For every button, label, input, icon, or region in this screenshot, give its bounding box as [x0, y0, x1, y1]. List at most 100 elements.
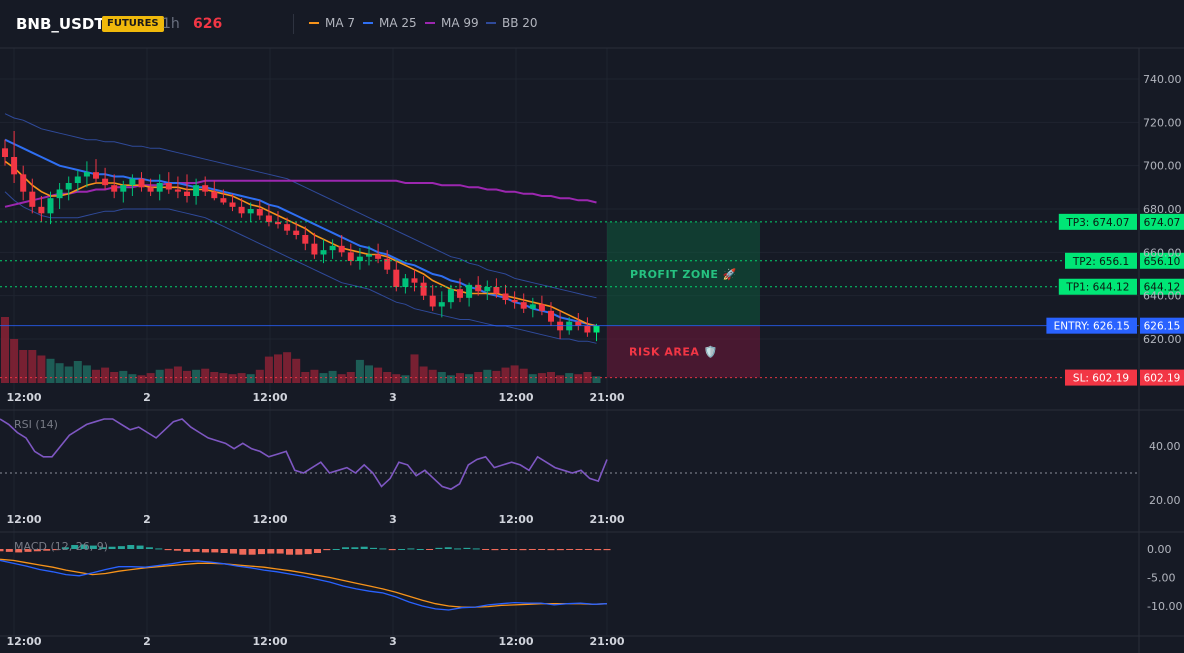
- rsi-time-label: 12:00: [252, 513, 287, 526]
- macd-histogram-bar: [33, 549, 41, 552]
- legend-bb20-label: BB 20: [502, 16, 538, 30]
- volume-bar: [46, 358, 55, 383]
- macd-histogram-bar: [332, 549, 340, 550]
- legend-ma25[interactable]: MA 25: [363, 16, 417, 30]
- macd-histogram-bar: [285, 549, 293, 555]
- candle-body: [284, 224, 291, 231]
- ma25-swatch: [363, 22, 373, 24]
- price-tick-label: 620.00: [1143, 333, 1182, 346]
- volume-bar: [228, 374, 237, 383]
- legend-ma7[interactable]: MA 7: [309, 16, 355, 30]
- ma7-swatch: [309, 22, 319, 24]
- macd-histogram-bar: [547, 549, 555, 551]
- legend-ma25-label: MA 25: [379, 16, 417, 30]
- candle-body: [74, 176, 81, 183]
- candle-body: [538, 304, 545, 311]
- candle-body: [320, 250, 327, 255]
- volume-bar: [28, 350, 37, 383]
- volume-bar: [510, 365, 519, 383]
- macd-histogram-bar: [127, 545, 135, 549]
- macd-histogram-bar: [556, 549, 564, 551]
- timeframe-selector[interactable]: 1h: [162, 16, 180, 32]
- macd-histogram-bar: [594, 549, 602, 551]
- volume-bar: [583, 372, 592, 383]
- candle-body: [238, 206, 245, 214]
- trade-level-tag: [1058, 213, 1137, 230]
- time-tick-label: 12:00: [252, 391, 287, 404]
- price-tick-label: 680.00: [1143, 203, 1182, 216]
- candle-body: [20, 174, 27, 192]
- macd-histogram-bar: [388, 549, 396, 551]
- legend-ma7-label: MA 7: [325, 16, 356, 30]
- rsi-tick-label: 40.00: [1149, 440, 1181, 453]
- volume-bar: [110, 372, 119, 383]
- macd-histogram-bar: [370, 547, 378, 549]
- macd-histogram-bar: [426, 549, 434, 550]
- volume-bar: [10, 339, 19, 383]
- candle-body: [256, 209, 263, 216]
- macd-histogram-bar: [538, 549, 546, 550]
- candle-body: [447, 289, 454, 303]
- macd-histogram-bar: [43, 549, 51, 551]
- macd-histogram-bar: [416, 549, 424, 550]
- macd-histogram-bar: [575, 549, 583, 550]
- candle-body: [38, 206, 45, 214]
- macd-time-label: 2: [143, 635, 151, 648]
- volume-bar: [574, 374, 583, 383]
- volume-bar: [565, 373, 574, 383]
- volume-bar: [137, 375, 146, 383]
- volume-bar: [383, 372, 392, 383]
- candle-body: [275, 222, 281, 225]
- volume-bar: [255, 369, 264, 383]
- candle-body: [593, 326, 600, 333]
- volume-bar: [528, 374, 537, 383]
- candle-body: [438, 302, 445, 307]
- candle-body: [356, 256, 363, 261]
- candle-body: [11, 157, 18, 175]
- candle-body: [47, 198, 54, 214]
- candle-body: [229, 202, 236, 207]
- risk-zone-label: RISK AREA 🛡️: [629, 346, 718, 359]
- candle-body: [265, 215, 272, 222]
- price-tick-label: 740.00: [1143, 73, 1182, 86]
- trade-level-tag: [1046, 317, 1137, 334]
- axis-price-tag-text: 644.12: [1144, 282, 1181, 294]
- volume-bar: [328, 370, 337, 383]
- candle-body: [156, 183, 163, 192]
- macd-histogram-bar: [351, 547, 359, 549]
- candle-body: [347, 252, 354, 261]
- macd-histogram-bar: [323, 549, 331, 551]
- rsi-time-label: 3: [389, 513, 397, 526]
- trade-zones: PROFIT ZONE 🚀 RISK AREA 🛡️: [607, 221, 760, 378]
- legend-ma99[interactable]: MA 99: [425, 16, 479, 30]
- macd-tick-label: -5.00: [1147, 572, 1175, 585]
- macd-histogram-bar: [248, 549, 256, 555]
- macd-histogram-bar: [155, 548, 163, 550]
- candle-body: [65, 183, 72, 190]
- macd-histogram-bar: [500, 549, 508, 550]
- rsi-time-label: 12:00: [6, 513, 41, 526]
- chart-header: BNB_USDT FUTURES 1h 626 MA 7 MA 25 MA 99…: [0, 0, 1184, 48]
- volume-bar: [128, 374, 137, 383]
- macd-histogram-bar: [295, 549, 303, 555]
- macd-histogram-bar: [398, 549, 406, 550]
- macd-histogram-bar: [0, 549, 4, 552]
- candle-body: [120, 185, 127, 192]
- volume-bar: [465, 374, 474, 383]
- volume-bar: [401, 375, 410, 383]
- candles: [2, 131, 600, 342]
- price-tick-label: 640.00: [1143, 290, 1182, 303]
- macd-histogram-bar: [164, 549, 172, 551]
- time-tick-label: 12:00: [498, 391, 533, 404]
- macd-histogram-bar: [24, 549, 32, 552]
- candle-body: [484, 287, 491, 292]
- volume-bar: [201, 368, 210, 383]
- legend-bb20[interactable]: BB 20: [486, 16, 538, 30]
- trade-level-tag: [1065, 369, 1137, 386]
- macd-histogram-bar: [145, 547, 153, 549]
- time-tick-label: 3: [389, 391, 397, 404]
- macd-histogram-bar: [491, 549, 499, 551]
- symbol-name[interactable]: BNB_USDT: [16, 15, 105, 33]
